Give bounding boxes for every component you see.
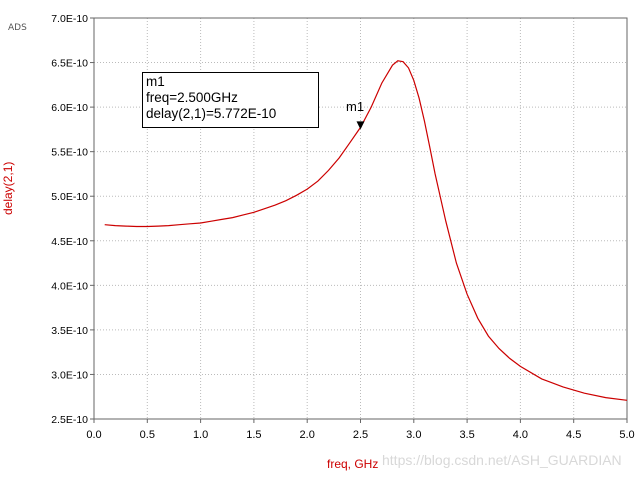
y-tick-labels: 2.5E-10 3.0E-10 3.5E-10 4.0E-10 4.5E-10 5.0E-…: [51, 13, 94, 426]
y-tick-label: 3.5E-10: [51, 325, 88, 337]
marker-m1-triangle[interactable]: [356, 121, 365, 130]
x-tick-label: 4.0: [513, 429, 528, 441]
x-tick-label: 1.0: [193, 429, 208, 441]
watermark-text: https://blog.csdn.net/ASH_GUARDIAN: [382, 452, 622, 468]
marker-readout-name: m1: [146, 74, 165, 89]
y-tick-label: 6.0E-10: [51, 102, 88, 114]
y-tick-label: 7.0E-10: [51, 13, 88, 25]
y-tick-label: 3.0E-10: [51, 369, 88, 381]
marker-readout-freq: freq=2.500GHz: [146, 90, 238, 105]
marker-m1-label: m1: [346, 99, 365, 114]
y-tick-label: 4.5E-10: [51, 236, 88, 248]
x-tick-label: 5.0: [619, 429, 634, 441]
y-tick-label: 5.5E-10: [51, 147, 88, 159]
marker-readout-value: delay(2,1)=5.772E-10: [146, 106, 277, 121]
ads-logo: ADS: [8, 23, 27, 33]
y-tick-label: 2.5E-10: [51, 414, 88, 426]
x-tick-label: 4.5: [566, 429, 581, 441]
x-tick-label: 0.0: [86, 429, 101, 441]
y-tick-label: 5.0E-10: [51, 191, 88, 203]
y-tick-label: 6.5E-10: [51, 58, 88, 70]
x-tick-label: 1.5: [246, 429, 261, 441]
y-axis-label: delay(2,1): [1, 161, 15, 215]
x-axis-label: freq, GHz: [327, 457, 379, 471]
x-tick-label: 3.0: [406, 429, 421, 441]
x-tick-labels: 0.0 0.5 1.0 1.5 2.0 2.5 3.0 3.5 4.0 4.5 5.0: [86, 419, 635, 441]
x-tick-label: 2.5: [353, 429, 368, 441]
x-tick-label: 0.5: [140, 429, 155, 441]
x-tick-label: 2.0: [300, 429, 315, 441]
marker-readout-box[interactable]: m1 freq=2.500GHz delay(2,1)=5.772E-10: [142, 72, 319, 128]
x-tick-label: 3.5: [459, 429, 474, 441]
y-tick-label: 4.0E-10: [51, 280, 88, 292]
